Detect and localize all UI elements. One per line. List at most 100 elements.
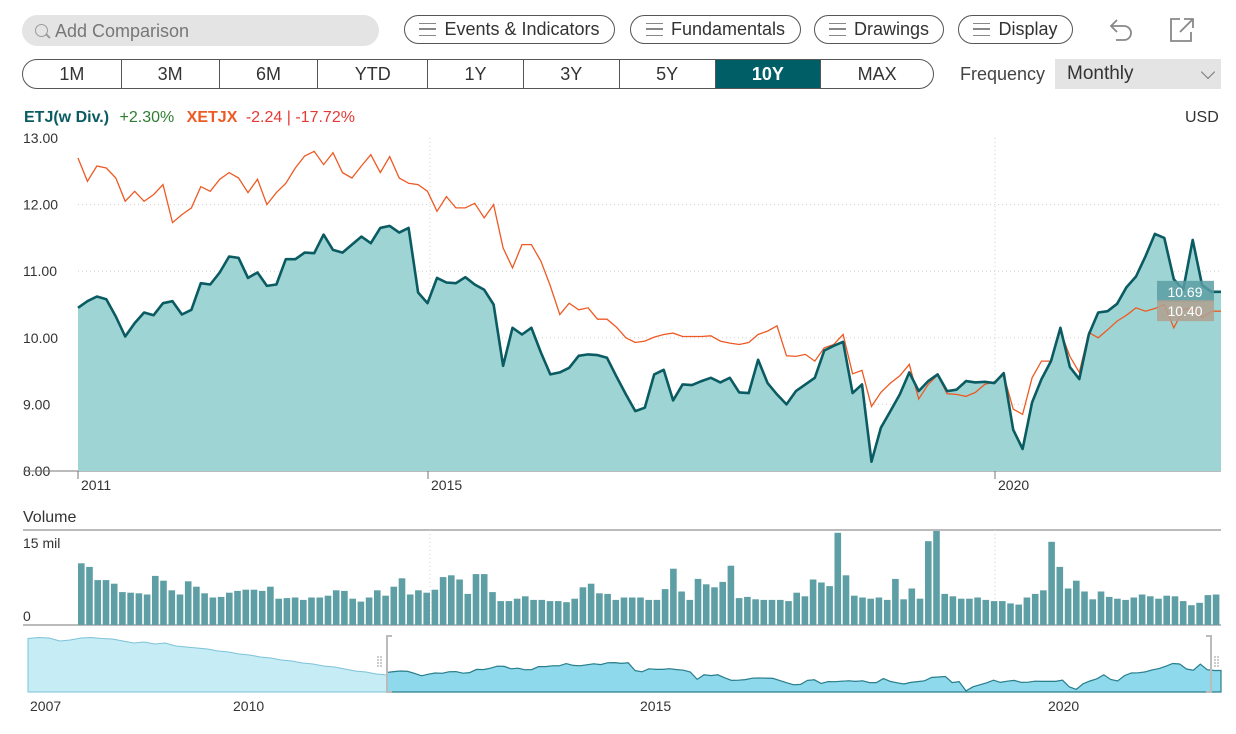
volume-bar <box>423 592 430 625</box>
volume-bar <box>752 599 759 625</box>
volume-bar <box>916 598 924 625</box>
volume-bar <box>628 597 636 625</box>
volume-bar <box>357 601 365 625</box>
volume-bar <box>300 599 307 625</box>
volume-bar <box>176 594 184 625</box>
volume-bar <box>949 596 957 625</box>
volume-bar <box>119 592 126 625</box>
period-tab-max[interactable]: MAX <box>857 63 897 84</box>
volume-bar <box>193 586 200 625</box>
volume-y-tick: 15 mil <box>23 535 60 551</box>
price-x-tick-label: 2020 <box>998 477 1029 493</box>
volume-bar <box>1114 598 1121 625</box>
volume-bar <box>768 599 776 625</box>
volume-bar <box>480 574 488 625</box>
volume-bar <box>859 597 866 625</box>
undo-icon[interactable] <box>1104 14 1136 46</box>
volume-bar <box>439 577 447 625</box>
share-export-icon[interactable] <box>1166 14 1198 46</box>
volume-bar <box>612 599 620 625</box>
volume-bar <box>530 599 537 625</box>
volume-bar <box>275 598 282 625</box>
volume-bar <box>168 590 176 625</box>
volume-bar <box>875 597 883 625</box>
volume-bar <box>365 597 373 625</box>
events-indicators-label: Events & Indicators <box>444 19 600 39</box>
frequency-label: Frequency <box>960 64 1046 84</box>
period-tab-5y[interactable]: 5Y <box>620 60 716 88</box>
volume-bar <box>1179 601 1187 625</box>
period-tab-3m[interactable]: 3M <box>122 60 220 88</box>
navigator-selected-range <box>386 661 1222 693</box>
volume-bar <box>456 579 463 625</box>
volume-bar <box>382 595 389 625</box>
volume-bar <box>217 596 225 625</box>
volume-bar <box>110 583 118 625</box>
volume-bar <box>431 589 439 625</box>
display-button[interactable]: Display <box>958 15 1073 44</box>
volume-bar <box>209 597 217 625</box>
volume-bar <box>1196 602 1203 625</box>
volume-bar <box>1056 566 1064 625</box>
navigator-x-tick-label: 2015 <box>640 698 671 714</box>
volume-bar <box>571 598 578 625</box>
frequency-select[interactable]: Monthly <box>1055 59 1221 89</box>
navigator-left-handle[interactable] <box>377 656 382 667</box>
volume-y-tick: 0 <box>23 608 31 624</box>
volume-bar <box>324 595 332 625</box>
volume-bar <box>1097 591 1105 625</box>
volume-bar <box>941 593 948 625</box>
period-tab-1y[interactable]: 1Y <box>428 60 524 88</box>
volume-bar <box>489 592 496 625</box>
volume-bar <box>390 586 398 625</box>
volume-bar <box>702 584 710 625</box>
price-y-tick: 12.00 <box>23 197 58 213</box>
volume-bar <box>711 587 718 625</box>
legend-compare-pct: -17.72% <box>295 109 355 126</box>
volume-bar <box>1064 588 1072 625</box>
volume-bar <box>226 592 233 625</box>
volume-bar <box>160 580 167 625</box>
navigator-right-handle[interactable] <box>1214 656 1219 667</box>
volume-bar <box>900 599 907 625</box>
frequency-value: Monthly <box>1067 63 1134 84</box>
volume-bar <box>242 589 250 625</box>
events-indicators-button[interactable]: Events & Indicators <box>404 15 615 44</box>
volume-bar <box>497 601 504 625</box>
volume-bar <box>1081 591 1088 625</box>
period-tab-3y[interactable]: 3Y <box>524 60 620 88</box>
volume-bar <box>316 597 324 625</box>
etj-line <box>77 224 1221 463</box>
fundamentals-button[interactable]: Fundamentals <box>630 15 801 44</box>
drawings-button[interactable]: Drawings <box>814 15 944 44</box>
volume-bar <box>620 597 628 625</box>
volume-bar <box>1212 594 1220 625</box>
volume-bar <box>448 575 455 625</box>
volume-bar <box>999 601 1006 625</box>
volume-bar <box>546 601 554 625</box>
add-comparison-search[interactable]: Add Comparison <box>22 15 379 46</box>
volume-bar <box>982 599 990 625</box>
volume-bar <box>587 583 595 625</box>
price-y-tick: 11.00 <box>23 263 57 279</box>
volume-bar <box>653 599 661 625</box>
volume-bar <box>472 574 480 625</box>
volume-bar <box>735 598 743 625</box>
search-placeholder: Add Comparison <box>55 21 190 41</box>
period-tab-10y[interactable]: 10Y <box>715 60 822 88</box>
period-tab-6m[interactable]: 6M <box>220 60 319 88</box>
volume-bar <box>908 588 916 625</box>
navigator-right-bracket <box>1206 635 1212 693</box>
etj-last-value: 10.69 <box>1167 284 1202 300</box>
volume-bar <box>579 587 587 625</box>
period-tab-1m[interactable]: 1M <box>23 60 122 88</box>
xetjx-last-value-box <box>1157 300 1214 322</box>
volume-bar <box>505 601 513 625</box>
volume-bar <box>308 597 315 625</box>
volume-bar <box>78 563 85 625</box>
period-tab-ytd[interactable]: YTD <box>318 60 429 88</box>
legend-compare-name[interactable]: XETJX <box>186 109 238 126</box>
volume-bar <box>94 580 101 625</box>
volume-bar <box>883 599 891 625</box>
